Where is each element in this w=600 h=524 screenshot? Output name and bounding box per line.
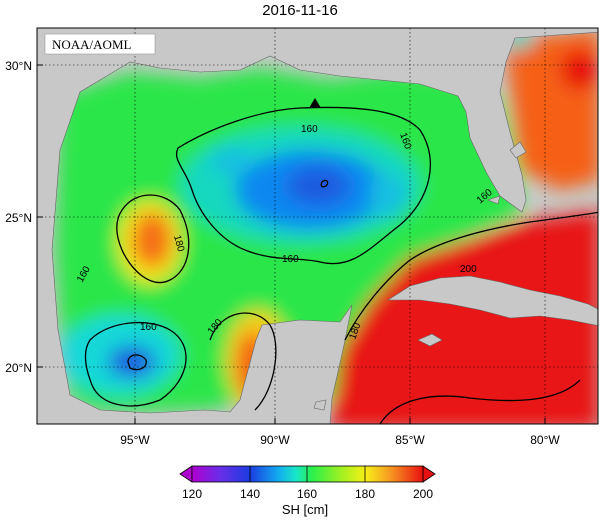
colorbar-tick-label: 120 <box>182 487 202 501</box>
axis-ticks <box>37 64 546 424</box>
colorbar-tick-label: 160 <box>297 487 317 501</box>
lon-tick-label: 80°W <box>530 433 560 447</box>
contour-label: 180 <box>171 234 186 253</box>
contour-label: 160 <box>301 124 318 135</box>
lon-tick-label: 85°W <box>395 433 425 447</box>
lat-tick-label: 30°N <box>5 59 32 73</box>
contour-label: 160 <box>282 254 299 265</box>
colorbar-tick-label: 200 <box>413 487 433 501</box>
lat-tick-label: 20°N <box>5 361 32 375</box>
colorbar: 120 140 160 180 200 <box>179 465 436 501</box>
contour-label: 200 <box>460 264 477 275</box>
map-title: 2016-11-16 <box>262 2 338 19</box>
credit-box <box>44 33 156 55</box>
triangle-marker-icon <box>309 98 321 108</box>
credit-label: NOAA/AOML <box>52 37 132 52</box>
colorbar-min-arrow <box>179 465 193 483</box>
colorbar-tick-label: 180 <box>355 487 375 501</box>
lon-tick-label: 90°W <box>260 433 290 447</box>
contour-label: 160 <box>140 322 157 333</box>
colorbar-max-arrow <box>422 465 436 483</box>
colorbar-label: SH [cm] <box>281 502 329 517</box>
colorbar-tick-label: 140 <box>240 487 260 501</box>
lat-tick-label: 25°N <box>5 211 32 225</box>
graticule <box>37 28 598 424</box>
land <box>37 28 598 424</box>
colorbar-bar <box>191 465 424 483</box>
map-frame <box>36 27 599 425</box>
lon-tick-label: 95°W <box>120 433 150 447</box>
